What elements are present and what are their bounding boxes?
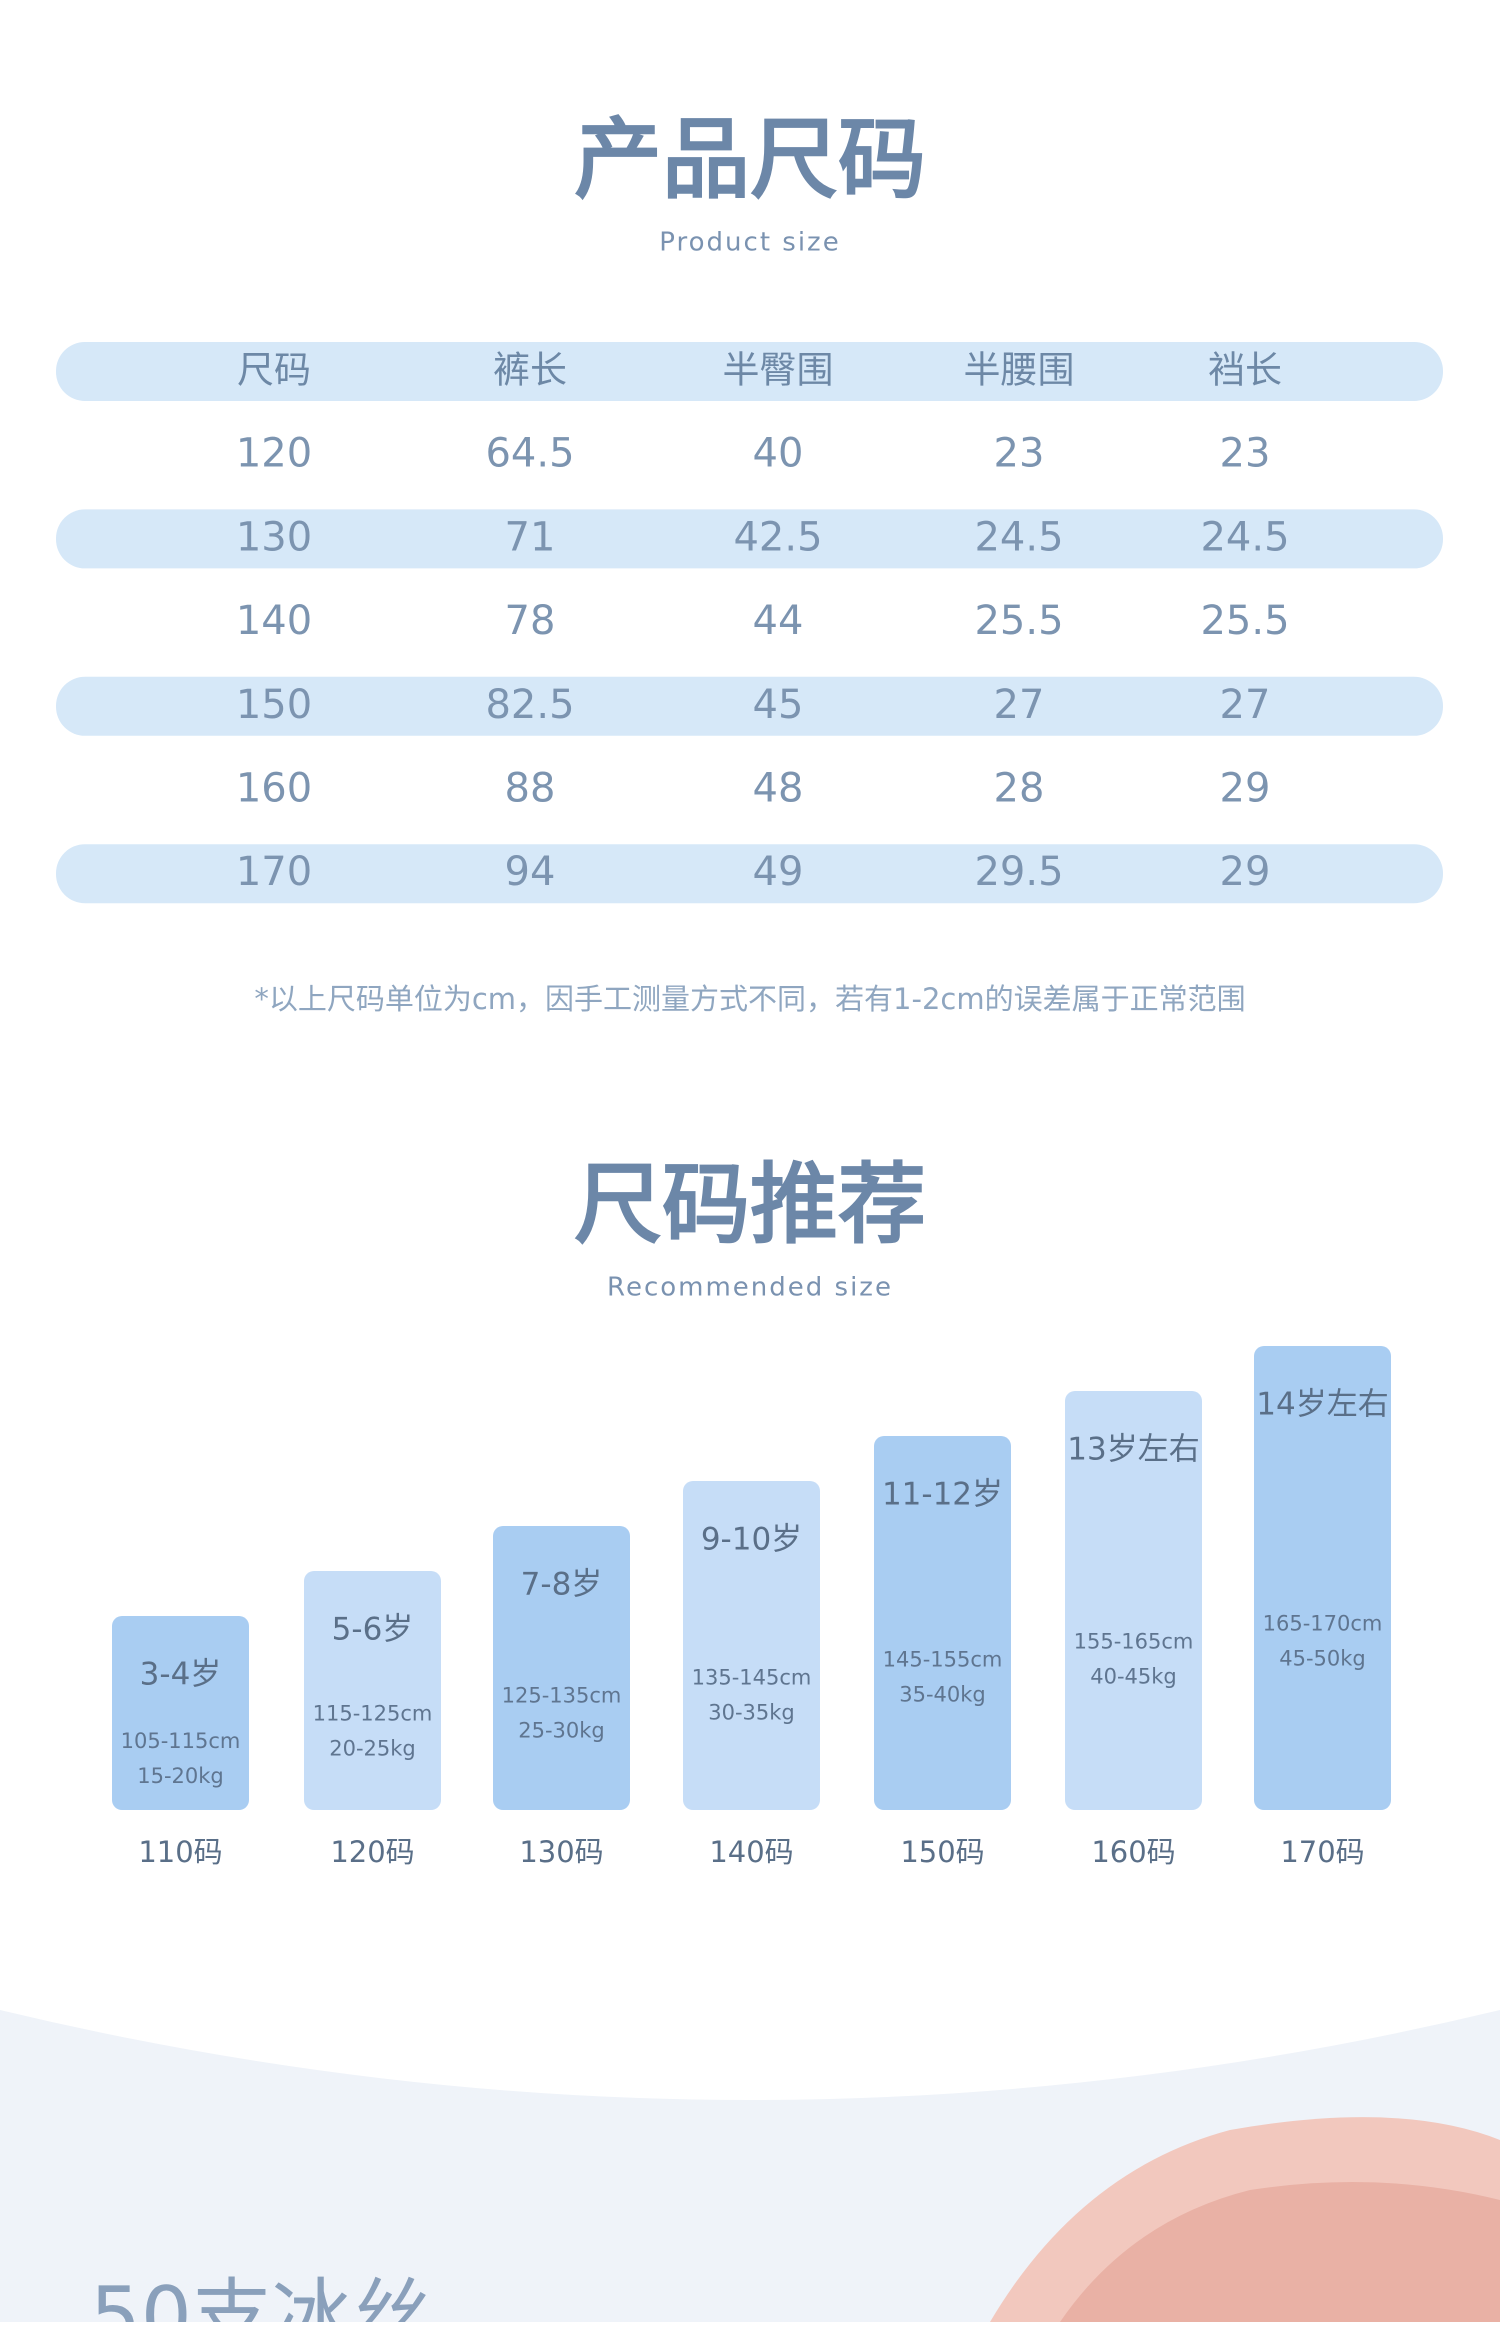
size-label: 110码 <box>138 1835 222 1869</box>
subtitle: Product size <box>659 228 840 258</box>
table-cell: 25.5 <box>974 598 1063 644</box>
footer-title: 50支冰丝 <box>90 2270 432 2322</box>
table-cell: 78 <box>505 598 556 644</box>
age-label: 13岁左右 <box>1067 1432 1199 1468</box>
table-band <box>56 844 1443 904</box>
note: *以上尺码单位为cm，因手工测量方式不同，若有1-2cm的误差属于正常范围 <box>254 982 1245 1016</box>
table-cell: 88 <box>505 766 556 812</box>
table-cell: 49 <box>753 849 804 895</box>
age-label: 3-4岁 <box>140 1657 222 1693</box>
height-label: 155-165cm <box>1074 1629 1194 1653</box>
table-cell: 24.5 <box>1200 514 1289 560</box>
weight-label: 25-30kg <box>518 1718 605 1742</box>
table-cell: 29 <box>1220 849 1271 895</box>
table-cell: 170 <box>236 849 312 895</box>
table-cell: 23 <box>994 431 1045 477</box>
table-cell: 28 <box>994 766 1045 812</box>
weight-label: 15-20kg <box>137 1764 224 1788</box>
table-cell: 140 <box>236 598 312 644</box>
size-column <box>304 1571 441 1810</box>
age-label: 14岁左右 <box>1256 1387 1388 1423</box>
height-label: 125-135cm <box>502 1683 622 1707</box>
weight-label: 20-25kg <box>329 1736 416 1760</box>
age-label: 11-12岁 <box>882 1477 1003 1513</box>
title: 产品尺码 <box>574 108 926 211</box>
table-cell: 25.5 <box>1200 598 1289 644</box>
weight-label: 35-40kg <box>899 1682 986 1706</box>
weight-label: 30-35kg <box>708 1700 795 1724</box>
subtitle: Recommended size <box>607 1273 893 1303</box>
table-cell: 27 <box>1220 682 1271 728</box>
table-cell: 29 <box>1220 766 1271 812</box>
size-label: 170码 <box>1280 1835 1364 1869</box>
column-header: 半腰围 <box>964 349 1075 392</box>
table-cell: 71 <box>505 514 556 560</box>
table-band <box>56 342 1443 401</box>
size-column <box>1254 1346 1391 1810</box>
size-label: 140码 <box>709 1835 793 1869</box>
table-cell: 150 <box>236 682 312 728</box>
weight-label: 45-50kg <box>1279 1646 1366 1670</box>
size-column <box>1065 1391 1202 1810</box>
table-cell: 42.5 <box>733 514 822 560</box>
height-label: 145-155cm <box>883 1647 1003 1671</box>
column-header: 尺码 <box>237 349 311 392</box>
table-cell: 27 <box>994 682 1045 728</box>
table-cell: 45 <box>753 682 804 728</box>
table-cell: 160 <box>236 766 312 812</box>
title: 尺码推荐 <box>574 1153 926 1256</box>
column-header: 裤长 <box>493 349 567 392</box>
column-header: 裆长 <box>1208 349 1282 392</box>
table-cell: 40 <box>753 431 804 477</box>
height-label: 135-145cm <box>692 1665 812 1689</box>
size-label: 120码 <box>330 1835 414 1869</box>
table-cell: 130 <box>236 514 312 560</box>
hand-shade <box>1060 2182 1500 2322</box>
table-cell: 29.5 <box>974 849 1063 895</box>
size-column <box>683 1481 820 1810</box>
table-cell: 24.5 <box>974 514 1063 560</box>
table-cell: 48 <box>753 766 804 812</box>
height-label: 105-115cm <box>121 1729 241 1753</box>
age-label: 5-6岁 <box>332 1612 414 1648</box>
table-band <box>56 509 1443 569</box>
table-cell: 64.5 <box>485 431 574 477</box>
size-column <box>874 1436 1011 1810</box>
age-label: 7-8岁 <box>521 1567 603 1603</box>
size-label: 160码 <box>1091 1835 1175 1869</box>
weight-label: 40-45kg <box>1090 1664 1177 1688</box>
table-cell: 94 <box>505 849 556 895</box>
table-cell: 44 <box>753 598 804 644</box>
size-column <box>112 1616 249 1810</box>
table-cell: 82.5 <box>485 682 574 728</box>
age-label: 9-10岁 <box>701 1522 802 1558</box>
table-cell: 23 <box>1220 431 1271 477</box>
column-header: 半臀围 <box>723 349 834 392</box>
height-label: 165-170cm <box>1263 1611 1383 1635</box>
height-label: 115-125cm <box>313 1701 433 1725</box>
size-label: 150码 <box>900 1835 984 1869</box>
table-cell: 120 <box>236 431 312 477</box>
size-label: 130码 <box>519 1835 603 1869</box>
table-band <box>56 676 1443 736</box>
size-column <box>493 1526 630 1810</box>
